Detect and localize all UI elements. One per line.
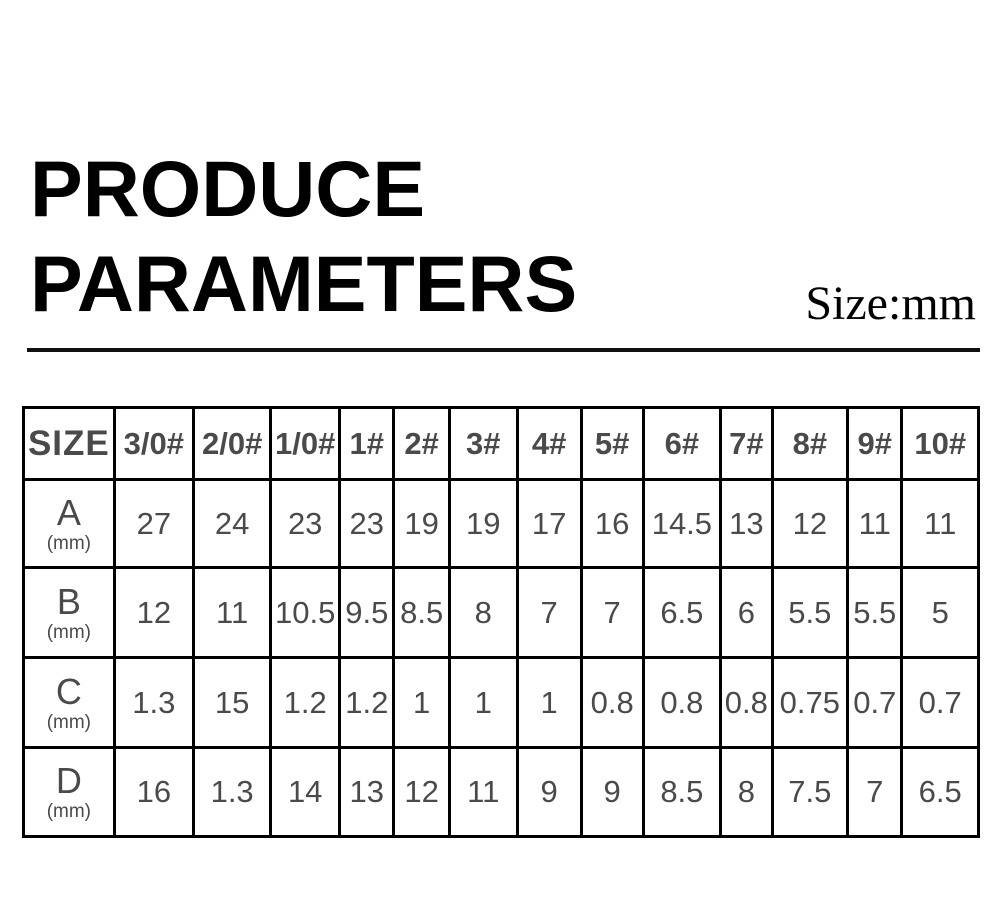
- value-cell: 9: [515, 746, 583, 838]
- column-header-cell: 3/0#: [112, 406, 195, 481]
- value-cell: 8.5: [392, 566, 451, 659]
- value-cell: 10.5: [269, 566, 342, 659]
- column-header-cell: 7#: [719, 406, 774, 481]
- value-cell: 6.5: [641, 566, 723, 659]
- value-cell: 7: [515, 566, 583, 659]
- dimension-letter: A: [56, 491, 81, 533]
- value-cell: 1.3: [191, 746, 273, 838]
- value-cell: 15: [191, 656, 273, 749]
- column-header-cell: 3#: [447, 406, 519, 481]
- value-cell: 19: [392, 478, 451, 569]
- unit-note: Size:mm: [805, 277, 976, 330]
- page-title: PRODUCE PARAMETERS: [30, 141, 577, 331]
- table-row: B (mm) 12 11 10.5 9.5 8.5 8 7 7 6.5 6 5.5 5.5 5: [22, 566, 980, 659]
- value-cell: 5: [900, 566, 980, 659]
- value-cell: 11: [191, 566, 273, 659]
- dimension-letter: D: [55, 760, 82, 801]
- value-cell: 7: [846, 746, 904, 838]
- value-cell: 11: [846, 478, 904, 569]
- value-cell: 12: [770, 478, 850, 569]
- value-cell: 1.2: [338, 656, 396, 749]
- value-cell: 1: [447, 656, 519, 749]
- column-header-cell: 4#: [515, 406, 583, 481]
- value-cell: 13: [719, 478, 774, 569]
- value-cell: 5.5: [770, 566, 850, 659]
- value-cell: 0.75: [770, 656, 850, 749]
- table-row: D (mm) 16 1.3 14 13 12 11 9 9 8.5 8 7.5 7 6.5: [22, 746, 980, 838]
- value-cell: 27: [112, 478, 195, 569]
- value-cell: 16: [112, 746, 195, 838]
- dimension-unit: (mm): [46, 711, 92, 733]
- column-header-cell: 9#: [846, 406, 904, 481]
- value-cell: 12: [392, 746, 451, 838]
- value-cell: 13: [338, 746, 396, 838]
- value-cell: 1.2: [269, 656, 342, 749]
- value-cell: 6.5: [900, 746, 980, 838]
- page-title-line-1: PRODUCE: [30, 144, 426, 233]
- size-header-cell: SIZE: [22, 406, 116, 481]
- horizontal-divider: [27, 348, 980, 352]
- dimension-letter: C: [55, 670, 82, 712]
- dimension-unit: (mm): [46, 801, 92, 822]
- row-label-cell: C (mm): [22, 656, 116, 749]
- value-cell: 23: [269, 478, 342, 569]
- value-cell: 9.5: [338, 566, 396, 659]
- value-cell: 7.5: [770, 746, 850, 838]
- value-cell: 16: [579, 478, 645, 569]
- value-cell: 6: [719, 566, 774, 659]
- value-cell: 14: [269, 746, 342, 838]
- value-cell: 11: [447, 746, 519, 838]
- column-header-cell: 1#: [338, 406, 396, 481]
- value-cell: 8: [447, 566, 519, 659]
- value-cell: 5.5: [846, 566, 904, 659]
- value-cell: 0.8: [641, 656, 723, 749]
- table-row: A (mm) 27 24 23 23 19 19 17 16 14.5 13 12 11 11: [22, 478, 980, 569]
- row-label-cell: D (mm): [22, 746, 116, 838]
- table-row: C (mm) 1.3 15 1.2 1.2 1 1 1 0.8 0.8 0.8 0.75 0.7 0.7: [22, 656, 980, 749]
- value-cell: 0.8: [719, 656, 774, 749]
- dimension-letter: B: [56, 580, 81, 622]
- value-cell: 9: [579, 746, 645, 838]
- page-title-line-2: PARAMETERS: [30, 239, 578, 328]
- value-cell: 0.8: [579, 656, 645, 749]
- column-header-cell: 2#: [392, 406, 451, 481]
- header-row: SIZE 3/0# 2/0# 1/0# 1# 2# 3# 4# 5# 6# 7# 8# 9# 10#: [22, 406, 980, 481]
- value-cell: 11: [900, 478, 980, 569]
- value-cell: 19: [447, 478, 519, 569]
- value-cell: 24: [191, 478, 273, 569]
- value-cell: 14.5: [641, 478, 723, 569]
- value-cell: 8: [719, 746, 774, 838]
- value-cell: 7: [579, 566, 645, 659]
- spec-table: SIZE 3/0# 2/0# 1/0# 1# 2# 3# 4# 5# 6# 7# 8# 9# 10# A(…: [22, 406, 980, 838]
- table-body: A (mm) 27 24 23 23 19 19 17 16 14.5 13 12 11 11 B (mm) 12…: [22, 478, 980, 838]
- value-cell: 12: [112, 566, 195, 659]
- column-header-cell: 1/0#: [269, 406, 342, 481]
- column-header-cell: 8#: [770, 406, 850, 481]
- column-header-cell: 2/0#: [191, 406, 273, 481]
- column-header-cell: 10#: [900, 406, 980, 481]
- value-cell: 17: [515, 478, 583, 569]
- dimension-unit: (mm): [46, 532, 92, 554]
- column-header-cell: 5#: [579, 406, 645, 481]
- row-label-cell: B (mm): [22, 566, 116, 659]
- value-cell: 23: [338, 478, 396, 569]
- value-cell: 0.7: [900, 656, 980, 749]
- value-cell: 1: [515, 656, 583, 749]
- row-label-cell: A (mm): [22, 478, 116, 569]
- value-cell: 0.7: [846, 656, 904, 749]
- value-cell: 8.5: [641, 746, 723, 838]
- value-cell: 1: [392, 656, 451, 749]
- column-header-cell: 6#: [641, 406, 723, 481]
- dimension-unit: (mm): [46, 621, 92, 643]
- value-cell: 1.3: [112, 656, 195, 749]
